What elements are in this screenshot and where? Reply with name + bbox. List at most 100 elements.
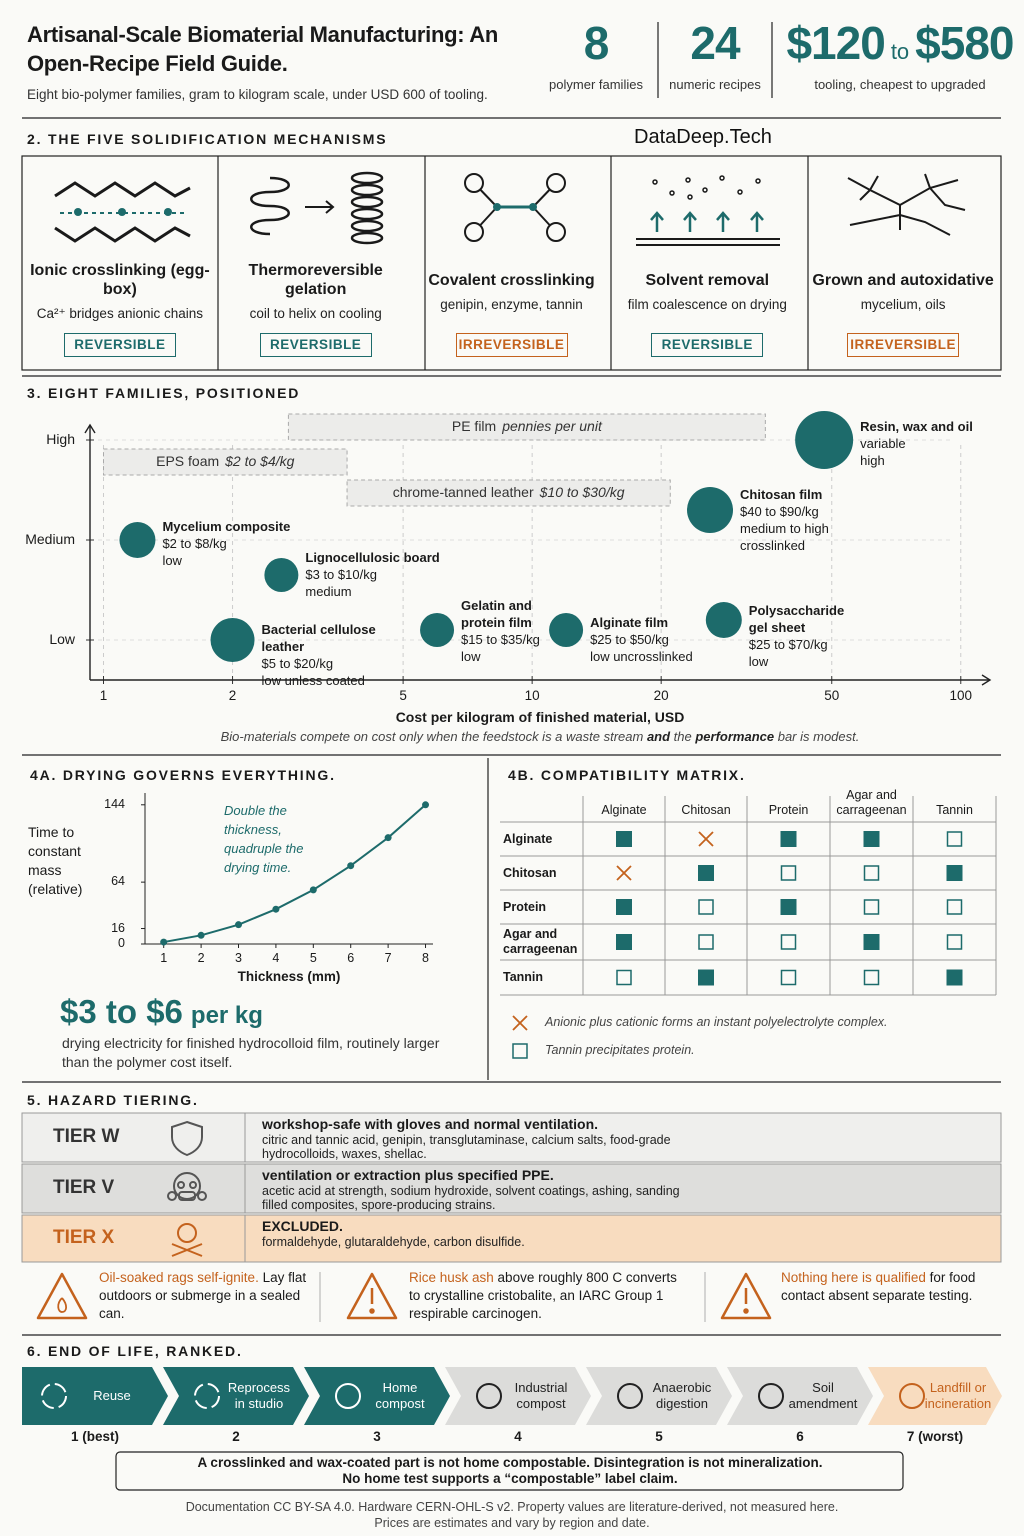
line <box>163 804 427 944</box>
step-rank: 1 (best) <box>70 1429 119 1444</box>
tier-body: citric and tannic acid, genipin, transgl… <box>262 1133 671 1161</box>
mechanism-text: Solvent removal film coalescence on dryin… <box>612 252 802 330</box>
point-price: $15 to $35/kg <box>461 632 540 647</box>
legend-symbol <box>512 1015 528 1031</box>
point-name: Alginate film <box>590 615 669 630</box>
stat-label: tooling, cheapest to upgraded <box>814 77 986 92</box>
hazard-icons <box>167 1120 207 1257</box>
tier-head: workshop-safe with gloves and normal ven… <box>262 1116 599 1132</box>
matrix-cell <box>780 831 797 847</box>
point-name: Lignocellulosic board <box>305 550 440 565</box>
matrix-cell <box>780 865 797 881</box>
point-price: $2 to $8/kg <box>162 536 227 551</box>
legend-text: Tannin precipitates protein. <box>545 1043 695 1057</box>
mechanism-text: Ionic crosslinking (egg-box) Ca²⁺ bridges… <box>25 252 215 330</box>
point-name: Bacterial cellulose leather <box>261 622 376 654</box>
step-label: Reprocess in studio <box>227 1380 291 1411</box>
section-title: 4A. DRYING GOVERNS EVERYTHING. <box>30 767 336 783</box>
chevron <box>586 1367 732 1425</box>
mechanism-desc: mycelium, oils <box>860 296 946 312</box>
point-label: Gelatin and protein film $15 to $35/kg low <box>461 597 551 665</box>
section-title: 6. END OF LIFE, RANKED. <box>27 1343 243 1359</box>
step-rank: 2 <box>232 1429 240 1444</box>
mechanism-name: Solvent removal <box>645 271 770 289</box>
matrix-cell <box>946 934 963 950</box>
stat: $120 to $580 <box>775 16 1024 70</box>
warning: Oil-soaked rags self-ignite. Lay flat ou… <box>99 1269 314 1323</box>
chevron <box>868 1367 1002 1425</box>
step-icon <box>476 1383 502 1409</box>
mechanism-name: Covalent crosslinking <box>428 271 595 289</box>
tier-text: workshop-safe with gloves and normal ven… <box>262 1116 702 1161</box>
x-tick-label: 5 <box>399 688 407 703</box>
matrix-cell <box>698 831 714 847</box>
point-note: low uncrosslinked <box>590 649 693 664</box>
point-note: low <box>461 649 481 664</box>
matrix-cell <box>863 899 880 915</box>
caption: Bio-materials compete on cost only when … <box>100 729 980 744</box>
matrix-column-label: Chitosan <box>681 803 731 817</box>
mechanism-desc: film coalescence on drying <box>627 296 787 312</box>
stat-label: numeric recipes <box>669 77 761 92</box>
point <box>384 834 392 842</box>
matrix-cell <box>616 899 632 915</box>
step-label: Landfill or incineration <box>924 1380 992 1411</box>
x-tick-label: 4 <box>272 951 280 965</box>
point <box>309 886 317 894</box>
mechanism-desc: Ca²⁺ bridges anionic chains <box>36 305 203 321</box>
matrix-cell <box>946 865 963 881</box>
x-tick-label: 2 <box>228 688 237 703</box>
step-label: Reuse <box>93 1388 131 1403</box>
stat: 24 <box>590 16 840 70</box>
reference-name: EPS foam <box>156 453 220 469</box>
caption-part: Bio-materials compete on cost only when … <box>220 729 647 744</box>
caption-part: performance <box>695 729 775 744</box>
point-note: low <box>162 553 182 568</box>
matrix-row-label: Protein <box>503 899 547 914</box>
step-label: Home compost <box>375 1380 425 1411</box>
point-note: medium <box>305 584 352 599</box>
step-icon <box>617 1383 643 1409</box>
tier-head: ventilation or extraction plus specified… <box>262 1167 554 1183</box>
point-note: low <box>748 654 769 669</box>
matrix-column-label: Alginate <box>601 803 647 817</box>
x-tick-label: 100 <box>949 688 973 703</box>
warning-icons <box>36 1272 772 1320</box>
y-tick-label: 64 <box>111 874 125 889</box>
point <box>347 862 355 870</box>
drying-cost-text: drying electricity for finished hydrocol… <box>62 1035 440 1070</box>
point-name: Mycelium composite <box>162 519 291 534</box>
step-icon <box>899 1383 925 1409</box>
matrix-cell <box>863 831 880 847</box>
step-rank: 6 <box>796 1429 804 1444</box>
matrix-cell <box>616 934 632 950</box>
annotation: Double the thickness, quadruple the dryi… <box>224 803 304 875</box>
matrix-column-label: Agar and carrageenan <box>836 788 907 817</box>
mechanism-desc: coil to helix on cooling <box>249 306 382 321</box>
x-tick-label: 7 <box>384 951 392 965</box>
point <box>235 921 243 929</box>
warning-text: above roughly 800 C converts to crystall… <box>409 1270 677 1321</box>
tier-name: TIER X <box>53 1226 115 1248</box>
step-label: Anaerobic digestion <box>652 1380 712 1411</box>
matrix-cell <box>946 831 963 847</box>
reference-label: EPS foam $2 to $4/kg <box>104 453 348 469</box>
tier-text: EXCLUDED. formaldehyde, glutaraldehyde, c… <box>262 1218 702 1249</box>
point-label: Polysaccharide gel sheet $25 to $70/kg low <box>749 602 859 670</box>
stat-label: polymer families <box>549 77 643 92</box>
point-price: $40 to $90/kg <box>740 504 819 519</box>
note: No home test supports a “compostable” la… <box>342 1471 678 1486</box>
drying-cost: $3 to $6 per kg <box>60 993 263 1031</box>
section-title: 4B. COMPATIBILITY MATRIX. <box>508 767 746 783</box>
mechanism-text: Grown and autoxidative mycelium, oils <box>808 252 998 330</box>
y-tick-label: 0 <box>118 936 125 950</box>
bubble <box>210 618 255 662</box>
footer: Prices are estimates and vary by region … <box>374 1516 650 1530</box>
stat-value: $580 <box>915 17 1014 69</box>
x-tick-label: 50 <box>824 688 840 703</box>
mechanism-tag: IRREVERSIBLE <box>847 333 960 357</box>
point-price: $5 to $20/kg <box>261 656 334 671</box>
reference-note: $10 to $30/kg <box>539 484 625 500</box>
mechanism-tag: REVERSIBLE <box>259 333 372 357</box>
point-note: medium to high crosslinked <box>740 521 829 553</box>
